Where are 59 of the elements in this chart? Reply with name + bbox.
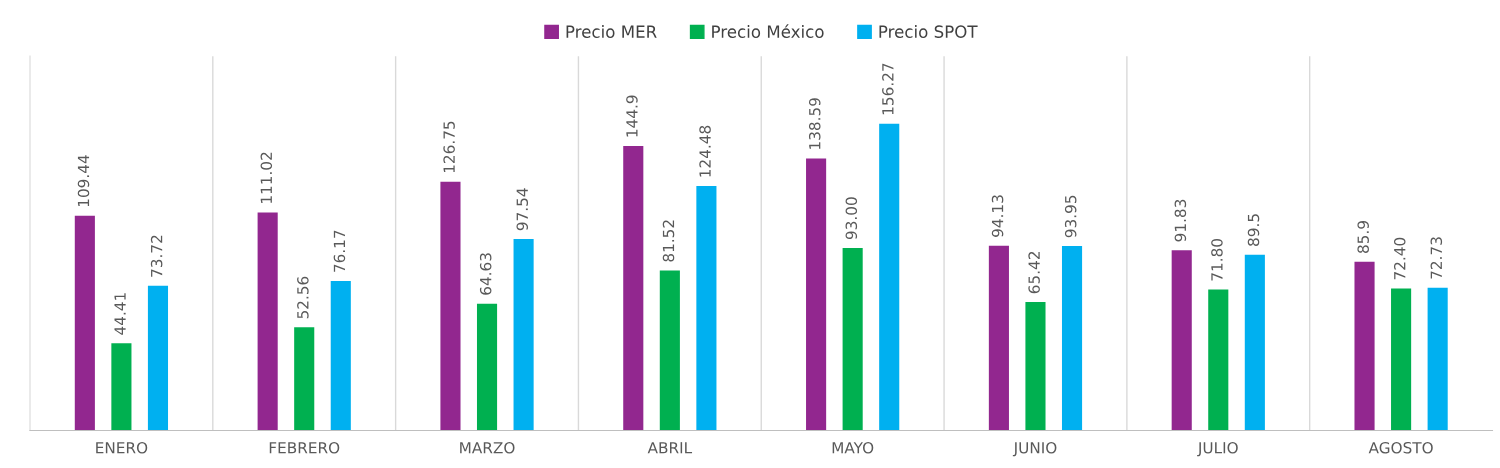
data-label: 156.27 <box>882 63 894 115</box>
bar <box>111 343 132 431</box>
bar <box>1354 261 1375 431</box>
data-label: 124.48 <box>699 125 711 177</box>
bar <box>294 327 315 431</box>
bar <box>1427 287 1448 431</box>
x-tick-label: JULIO <box>1197 441 1238 457</box>
legend-label: Precio MER <box>566 25 657 38</box>
x-tick-label: JUNIO <box>1012 441 1057 457</box>
data-label: 65.42 <box>1028 252 1040 294</box>
bar <box>623 146 644 431</box>
data-label: 94.13 <box>991 195 1004 237</box>
bar <box>659 270 680 431</box>
data-label: 44.41 <box>114 293 126 335</box>
bar <box>74 215 95 431</box>
data-label: 73.72 <box>150 235 163 277</box>
bar <box>988 245 1009 431</box>
data-label: 91.83 <box>1174 199 1187 242</box>
data-label: 89.5 <box>1247 214 1260 246</box>
bar <box>513 239 534 431</box>
x-tick-label: ENERO <box>96 441 148 454</box>
bar <box>330 280 351 431</box>
bar <box>1208 289 1229 431</box>
data-label: 97.54 <box>516 188 529 231</box>
data-label: 81.52 <box>662 220 675 262</box>
bar <box>879 123 900 431</box>
bar <box>1391 288 1412 431</box>
x-tick-label: FEBRERO <box>269 441 340 454</box>
x-tick-label: AGOSTO <box>1368 441 1433 454</box>
data-label: 93.95 <box>1064 195 1077 238</box>
x-tick-label: MAYO <box>832 441 874 454</box>
bar <box>696 186 717 431</box>
legend-label: Precio SPOT <box>879 25 978 38</box>
bar <box>1171 250 1192 431</box>
bar <box>806 158 827 431</box>
data-label: 144.9 <box>626 95 638 137</box>
legend-label: Precio México <box>712 24 824 38</box>
data-label: 126.75 <box>443 121 455 173</box>
data-label: 111.02 <box>260 152 273 203</box>
bar <box>476 303 498 431</box>
bar <box>147 285 169 431</box>
data-label: 93.00 <box>845 197 858 240</box>
data-label: 52.56 <box>297 276 309 319</box>
bar <box>1025 302 1046 431</box>
data-label: 76.17 <box>333 230 346 272</box>
data-label: 71.80 <box>1211 238 1223 281</box>
x-tick-label: MARZO <box>460 441 515 454</box>
bar <box>257 212 278 431</box>
data-label: 85.9 <box>1357 221 1369 253</box>
data-label: 138.59 <box>808 98 821 149</box>
data-label: 109.44 <box>77 155 90 207</box>
data-label: 72.40 <box>1393 237 1406 280</box>
data-label: 64.63 <box>479 253 492 295</box>
x-tick-label: ABRIL <box>647 442 693 454</box>
bar <box>1061 246 1083 431</box>
bar <box>440 181 461 431</box>
bar <box>1244 254 1265 431</box>
bar <box>842 247 863 431</box>
data-label: 72.73 <box>1430 237 1443 279</box>
